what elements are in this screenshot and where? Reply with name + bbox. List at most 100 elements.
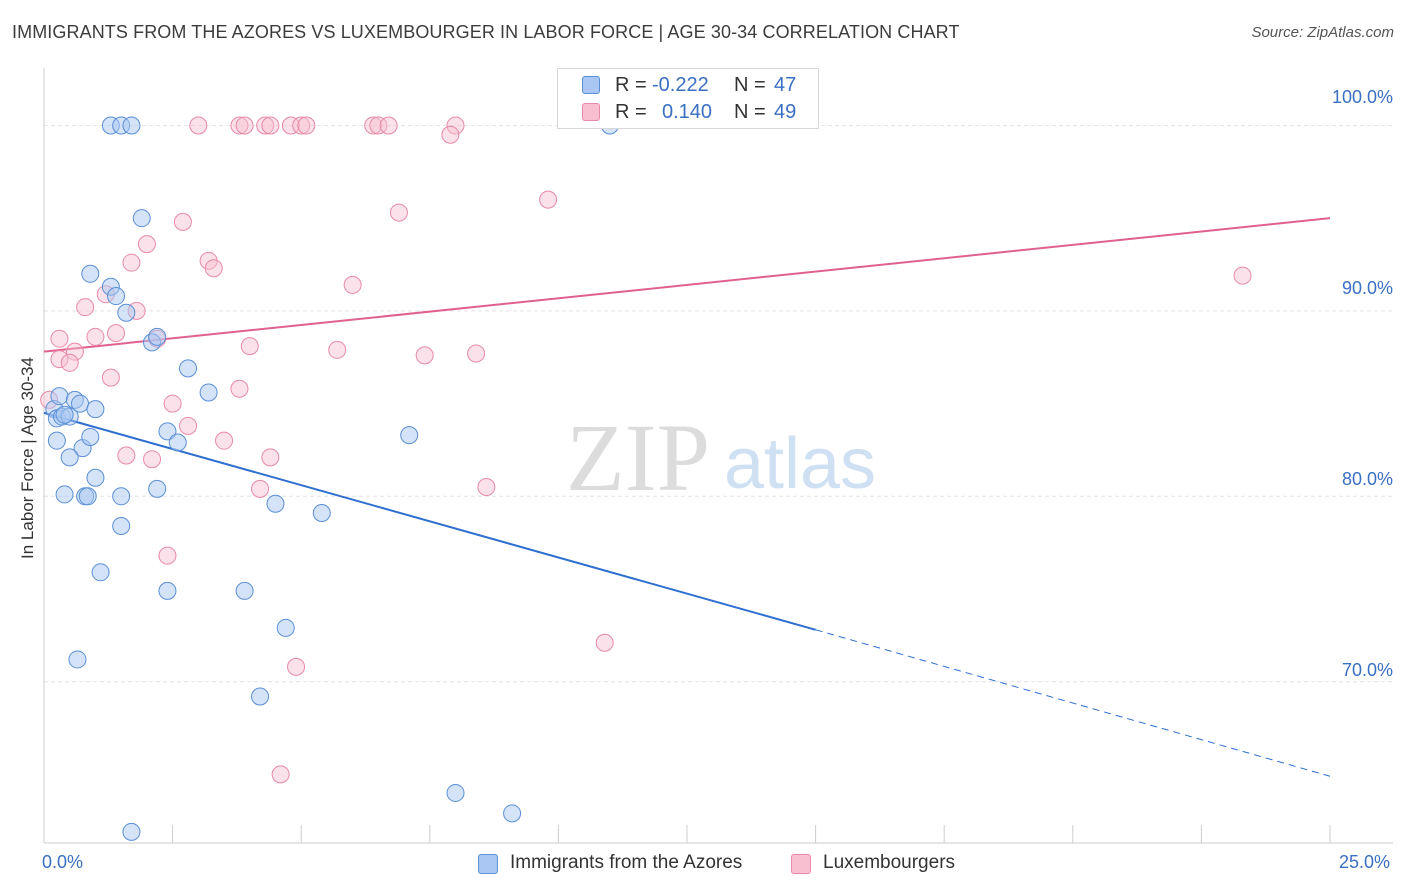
azores-point (276, 618, 295, 637)
luxembourg-point (76, 298, 95, 317)
luxembourg-point (179, 416, 198, 435)
luxembourg-point (235, 116, 254, 135)
axes (43, 68, 1393, 844)
luxembourg-point (189, 116, 208, 135)
luxembourg-point (137, 235, 156, 254)
azores-point (112, 487, 131, 506)
luxembourg-point (477, 478, 496, 497)
azores-point (158, 581, 177, 600)
watermark: ZIP atlas (566, 404, 876, 511)
luxembourg-point (343, 275, 362, 294)
r-value: -0.222 (652, 74, 709, 96)
luxembourg-point (50, 329, 69, 348)
luxembourg-point (271, 765, 290, 784)
y-tick-70: 70.0% (1341, 660, 1393, 680)
correlation-legend: R = -0.222 N = 47 R = 0.140 N = 49 (557, 68, 819, 129)
azores-point (400, 426, 419, 445)
luxembourg-point (60, 353, 79, 372)
n-value: 49 (774, 101, 797, 123)
azores-point (446, 783, 465, 802)
azores-legend-label: Immigrants from the Azores (510, 852, 743, 873)
luxembourg-point (143, 450, 162, 469)
luxembourg-legend-label: Luxembourgers (823, 852, 956, 873)
azores-point (251, 687, 270, 706)
luxembourg-point (86, 327, 105, 346)
azores-point (132, 209, 151, 228)
azores-point (55, 485, 74, 504)
y-tick-100: 100.0% (1331, 87, 1393, 107)
chart-source: Source: ZipAtlas.com (1251, 24, 1394, 41)
azores-point (312, 503, 331, 522)
azores-point (235, 581, 254, 600)
watermark-zip: ZIP (566, 404, 710, 511)
azores-swatch (582, 76, 600, 94)
azores-point (86, 468, 105, 487)
luxembourg-point (415, 346, 434, 365)
luxembourg-point (1233, 266, 1252, 285)
azores-point (179, 359, 198, 378)
luxembourg-point (230, 116, 249, 135)
azores-point (55, 405, 74, 424)
luxembourg-point (379, 116, 398, 135)
azores-legend-swatch (478, 854, 498, 874)
n-label: N = (734, 101, 766, 123)
azores-point (60, 448, 79, 467)
luxembourg-point (441, 125, 460, 144)
azores-point (78, 487, 97, 506)
luxembourg-point (107, 324, 126, 343)
azores-point (168, 433, 187, 452)
azores-point (148, 327, 167, 346)
luxembourg-point (369, 116, 388, 135)
azores-point (81, 427, 100, 446)
luxembourg-legend-swatch (791, 854, 811, 874)
luxembourg-point (595, 633, 614, 652)
x-tick-max: 25.0% (1339, 852, 1391, 872)
r-label: R = (615, 101, 647, 123)
luxembourg-point (215, 431, 234, 450)
azores-point (148, 479, 167, 498)
luxembourg-point (261, 116, 280, 135)
y-tick-80: 80.0% (1341, 469, 1393, 489)
luxembourg-point (539, 190, 558, 209)
luxembourg-point (251, 479, 270, 498)
y-axis-label: In Labor Force | Age 30-34 (18, 357, 37, 559)
azores-point (117, 303, 136, 322)
luxembourg-point (230, 379, 249, 398)
luxembourg-point (389, 203, 408, 222)
chart-title: IMMIGRANTS FROM THE AZORES VS LUXEMBOURG… (12, 22, 960, 42)
luxembourg-point (117, 446, 136, 465)
luxembourg-point (467, 344, 486, 363)
r-label: R = (615, 74, 647, 96)
azores-point (199, 383, 218, 402)
luxembourg-point (50, 350, 69, 369)
luxembourg-point (158, 546, 177, 565)
azores-point (266, 494, 285, 513)
azores-point (158, 422, 177, 441)
luxembourg-point (446, 116, 465, 135)
azores-point (71, 394, 90, 413)
r-value: 0.140 (662, 101, 713, 123)
watermark-atlas: atlas (724, 424, 876, 504)
azores-point (503, 804, 522, 823)
azores-point (122, 116, 141, 135)
luxembourg-point (364, 116, 383, 135)
luxembourg-point (173, 212, 192, 231)
luxembourg-swatch (582, 103, 600, 121)
luxembourg-point (163, 394, 182, 413)
azores-point (107, 287, 126, 306)
luxembourg-point (281, 116, 300, 135)
luxembourg-point (204, 259, 223, 278)
azores-point (50, 387, 69, 406)
azores-point (47, 431, 66, 450)
luxembourg-trend-line (43, 217, 1331, 353)
n-value: 47 (774, 74, 797, 96)
azores-trend-extension (815, 629, 1331, 777)
azores-point (91, 563, 110, 582)
luxembourg-point (122, 253, 141, 272)
luxembourg-point (297, 116, 316, 135)
n-label: N = (734, 74, 766, 96)
luxembourg-point (256, 116, 275, 135)
azores-point (86, 400, 105, 419)
luxembourg-point (261, 448, 280, 467)
